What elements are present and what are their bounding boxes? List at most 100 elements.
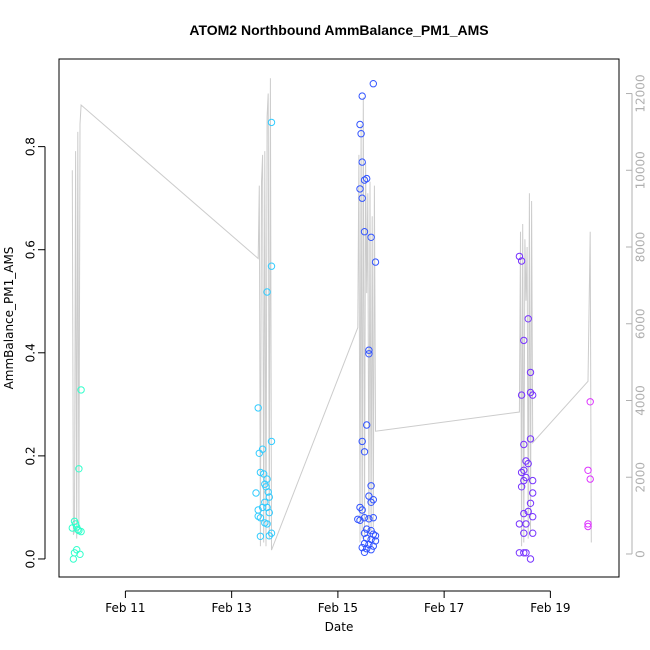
data-point bbox=[371, 532, 380, 540]
data-point bbox=[356, 120, 364, 129]
data-point bbox=[520, 509, 528, 518]
data-point bbox=[256, 514, 265, 522]
data-point bbox=[520, 336, 528, 345]
data-point bbox=[252, 489, 260, 497]
data-point bbox=[356, 185, 364, 193]
data-point bbox=[267, 118, 276, 127]
data-point bbox=[517, 468, 526, 477]
data-point bbox=[363, 421, 371, 429]
data-point bbox=[529, 513, 537, 521]
data-point bbox=[529, 391, 537, 399]
data-point bbox=[520, 529, 528, 537]
data-point bbox=[586, 475, 594, 483]
data-point bbox=[371, 258, 380, 266]
plot-frame bbox=[58, 58, 620, 578]
data-point bbox=[367, 482, 375, 490]
data-point bbox=[520, 476, 528, 485]
data-point bbox=[358, 158, 366, 166]
data-point bbox=[75, 465, 83, 473]
data-point bbox=[529, 476, 537, 485]
data-point bbox=[76, 550, 84, 558]
point-layer bbox=[68, 80, 594, 563]
data-point bbox=[529, 489, 537, 497]
data-point bbox=[265, 493, 273, 501]
data-point bbox=[584, 520, 592, 528]
x-tick-label: Feb 17 bbox=[424, 601, 464, 615]
data-point bbox=[367, 233, 375, 242]
data-point bbox=[357, 130, 365, 138]
data-point bbox=[526, 435, 535, 443]
data-point bbox=[255, 449, 263, 457]
data-point bbox=[369, 542, 377, 550]
data-point bbox=[367, 526, 375, 535]
data-point bbox=[515, 252, 524, 261]
data-point bbox=[258, 445, 267, 453]
data-point bbox=[522, 549, 530, 557]
data-point bbox=[365, 346, 373, 354]
x-tick-label: Feb 13 bbox=[211, 601, 251, 615]
data-point bbox=[529, 529, 537, 537]
data-point bbox=[363, 174, 371, 183]
data-point bbox=[360, 514, 369, 522]
data-point bbox=[363, 525, 371, 533]
data-point bbox=[524, 315, 532, 323]
data-point bbox=[267, 529, 276, 537]
data-point bbox=[360, 448, 369, 456]
right-tick-label: 8000 bbox=[634, 232, 648, 263]
right-tick-label: 0 bbox=[633, 550, 647, 558]
data-point bbox=[517, 391, 526, 399]
chart-title: ATOM2 Northbound AmmBalance_PM1_AMS bbox=[189, 22, 488, 38]
data-point bbox=[263, 520, 271, 528]
data-point bbox=[584, 466, 592, 474]
data-point bbox=[265, 508, 273, 517]
data-point bbox=[584, 522, 592, 531]
data-point bbox=[254, 512, 262, 520]
data-point bbox=[256, 532, 265, 540]
data-point bbox=[358, 543, 366, 552]
x-axis-label: Date bbox=[325, 620, 354, 634]
data-point bbox=[267, 437, 276, 446]
data-point bbox=[526, 555, 535, 563]
y-axis-label: AmmBalance_PM1_AMS bbox=[2, 247, 16, 390]
data-point bbox=[77, 386, 85, 394]
data-point bbox=[517, 483, 526, 491]
data-point bbox=[520, 440, 528, 449]
data-point bbox=[369, 514, 377, 522]
data-point bbox=[256, 468, 265, 477]
data-point bbox=[358, 194, 366, 202]
data-point bbox=[522, 520, 530, 528]
data-point bbox=[263, 288, 271, 296]
right-tick-label: 6000 bbox=[633, 309, 647, 340]
data-point bbox=[363, 545, 371, 553]
data-point bbox=[367, 546, 375, 554]
data-point bbox=[360, 176, 369, 184]
axis-layer: Feb 11 Feb 13 Feb 15 Feb 17 Feb 19 0.0 0.2 0.4 0… bbox=[23, 74, 647, 614]
data-point bbox=[520, 466, 528, 474]
x-tick-label: Feb 19 bbox=[530, 601, 570, 615]
data-point bbox=[586, 398, 594, 406]
data-point bbox=[358, 92, 366, 100]
data-point bbox=[365, 515, 373, 523]
data-point bbox=[365, 492, 373, 500]
data-point bbox=[360, 548, 369, 556]
data-point bbox=[77, 527, 85, 536]
data-point bbox=[520, 549, 528, 557]
right-tick-label: 12000 bbox=[634, 74, 648, 112]
data-point bbox=[267, 262, 276, 270]
x-tick-label: Feb 15 bbox=[318, 601, 358, 615]
y-tick-label: 0.2 bbox=[23, 446, 37, 465]
data-point bbox=[69, 555, 78, 563]
data-point bbox=[365, 350, 373, 358]
x-tick-label: Feb 11 bbox=[105, 601, 145, 615]
right-tick-label: 2000 bbox=[634, 462, 648, 493]
data-point bbox=[369, 80, 377, 88]
y-tick-label: 0.8 bbox=[24, 137, 38, 156]
y-tick-label: 0.4 bbox=[23, 343, 37, 362]
data-point bbox=[360, 228, 369, 236]
right-tick-label: 4000 bbox=[633, 385, 647, 416]
y-tick-label: 0.0 bbox=[23, 549, 37, 568]
data-point bbox=[524, 459, 532, 468]
data-point bbox=[517, 257, 526, 265]
y-tick-label: 0.6 bbox=[24, 240, 38, 259]
